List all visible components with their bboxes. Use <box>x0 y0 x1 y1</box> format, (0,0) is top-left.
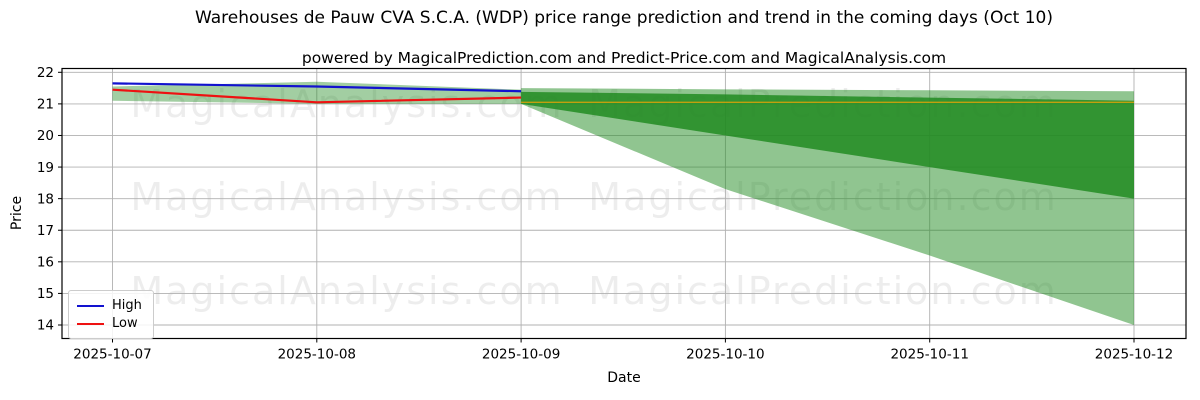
low-line-swatch <box>77 322 104 325</box>
x-axis-label: Date <box>607 370 640 386</box>
x-tick-label: 2025-10-09 <box>482 347 560 363</box>
legend-item-low: Low <box>77 315 145 332</box>
x-tick-label: 2025-10-08 <box>278 347 356 363</box>
watermark-prediction: MagicalPrediction.com <box>588 269 1058 313</box>
y-tick-label: 18 <box>37 191 54 207</box>
x-tick-label: 2025-10-12 <box>1095 347 1173 363</box>
high-line-swatch <box>77 304 104 307</box>
x-tick-label: 2025-10-11 <box>890 347 968 363</box>
legend-box: High Low <box>68 290 154 339</box>
chart-subtitle: powered by MagicalPrediction.com and Pre… <box>301 49 947 67</box>
y-tick-label: 15 <box>37 286 54 302</box>
legend-label-high: High <box>112 298 142 313</box>
high-line <box>112 82 522 93</box>
y-tick-label: 21 <box>37 97 54 113</box>
band-history-range <box>112 81 522 104</box>
watermark-analysis: MagicalAnalysis.com <box>130 175 564 219</box>
y-tick-label: 17 <box>37 223 54 239</box>
plot-border <box>61 67 1187 340</box>
y-tick-label: 14 <box>37 318 54 334</box>
legend-item-high: High <box>77 297 145 314</box>
y-axis-label: Price <box>9 196 25 230</box>
watermark-analysis: MagicalAnalysis.com <box>130 269 564 313</box>
y-tick-label: 19 <box>37 160 54 176</box>
x-tick-label: 2025-10-07 <box>73 347 151 363</box>
chart-title: Warehouses de Pauw CVA S.C.A. (WDP) pric… <box>194 8 1054 28</box>
low-line <box>112 88 522 104</box>
y-tick-label: 20 <box>37 128 54 144</box>
x-tick-label: 2025-10-10 <box>686 347 764 363</box>
band-forecast-inner <box>521 91 1134 199</box>
y-tick-label: 16 <box>37 255 54 271</box>
y-tick-label: 22 <box>37 65 54 81</box>
legend-label-low: Low <box>112 316 138 331</box>
